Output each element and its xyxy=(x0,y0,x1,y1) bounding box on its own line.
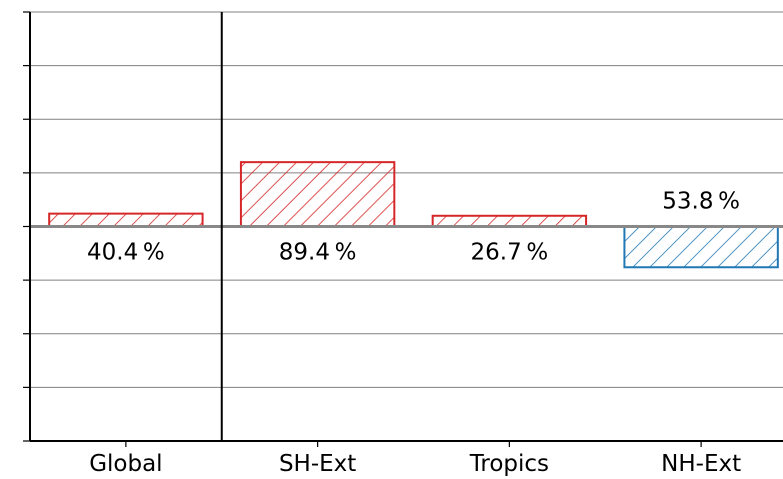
x-tick-label: Global xyxy=(89,451,162,477)
bar-global xyxy=(48,212,204,228)
data-label: 89.4 % xyxy=(279,240,357,266)
x-tick-label: SH-Ext xyxy=(279,451,356,477)
x-tick-label: Tropics xyxy=(469,451,549,477)
bar-tropics xyxy=(431,214,588,228)
x-tick-label: NH-Ext xyxy=(661,451,741,477)
labels: Global SH-Ext Tropics NH-Ext 40.4 % 89.4 % 26.… xyxy=(87,189,741,478)
bar-nh-ext xyxy=(623,225,779,269)
data-label: 53.8 % xyxy=(662,189,740,215)
bars xyxy=(48,161,779,269)
data-label: 26.7 % xyxy=(471,240,549,266)
axes xyxy=(23,11,783,447)
data-label: 40.4 % xyxy=(87,240,165,266)
bar-sh-ext xyxy=(239,161,396,228)
